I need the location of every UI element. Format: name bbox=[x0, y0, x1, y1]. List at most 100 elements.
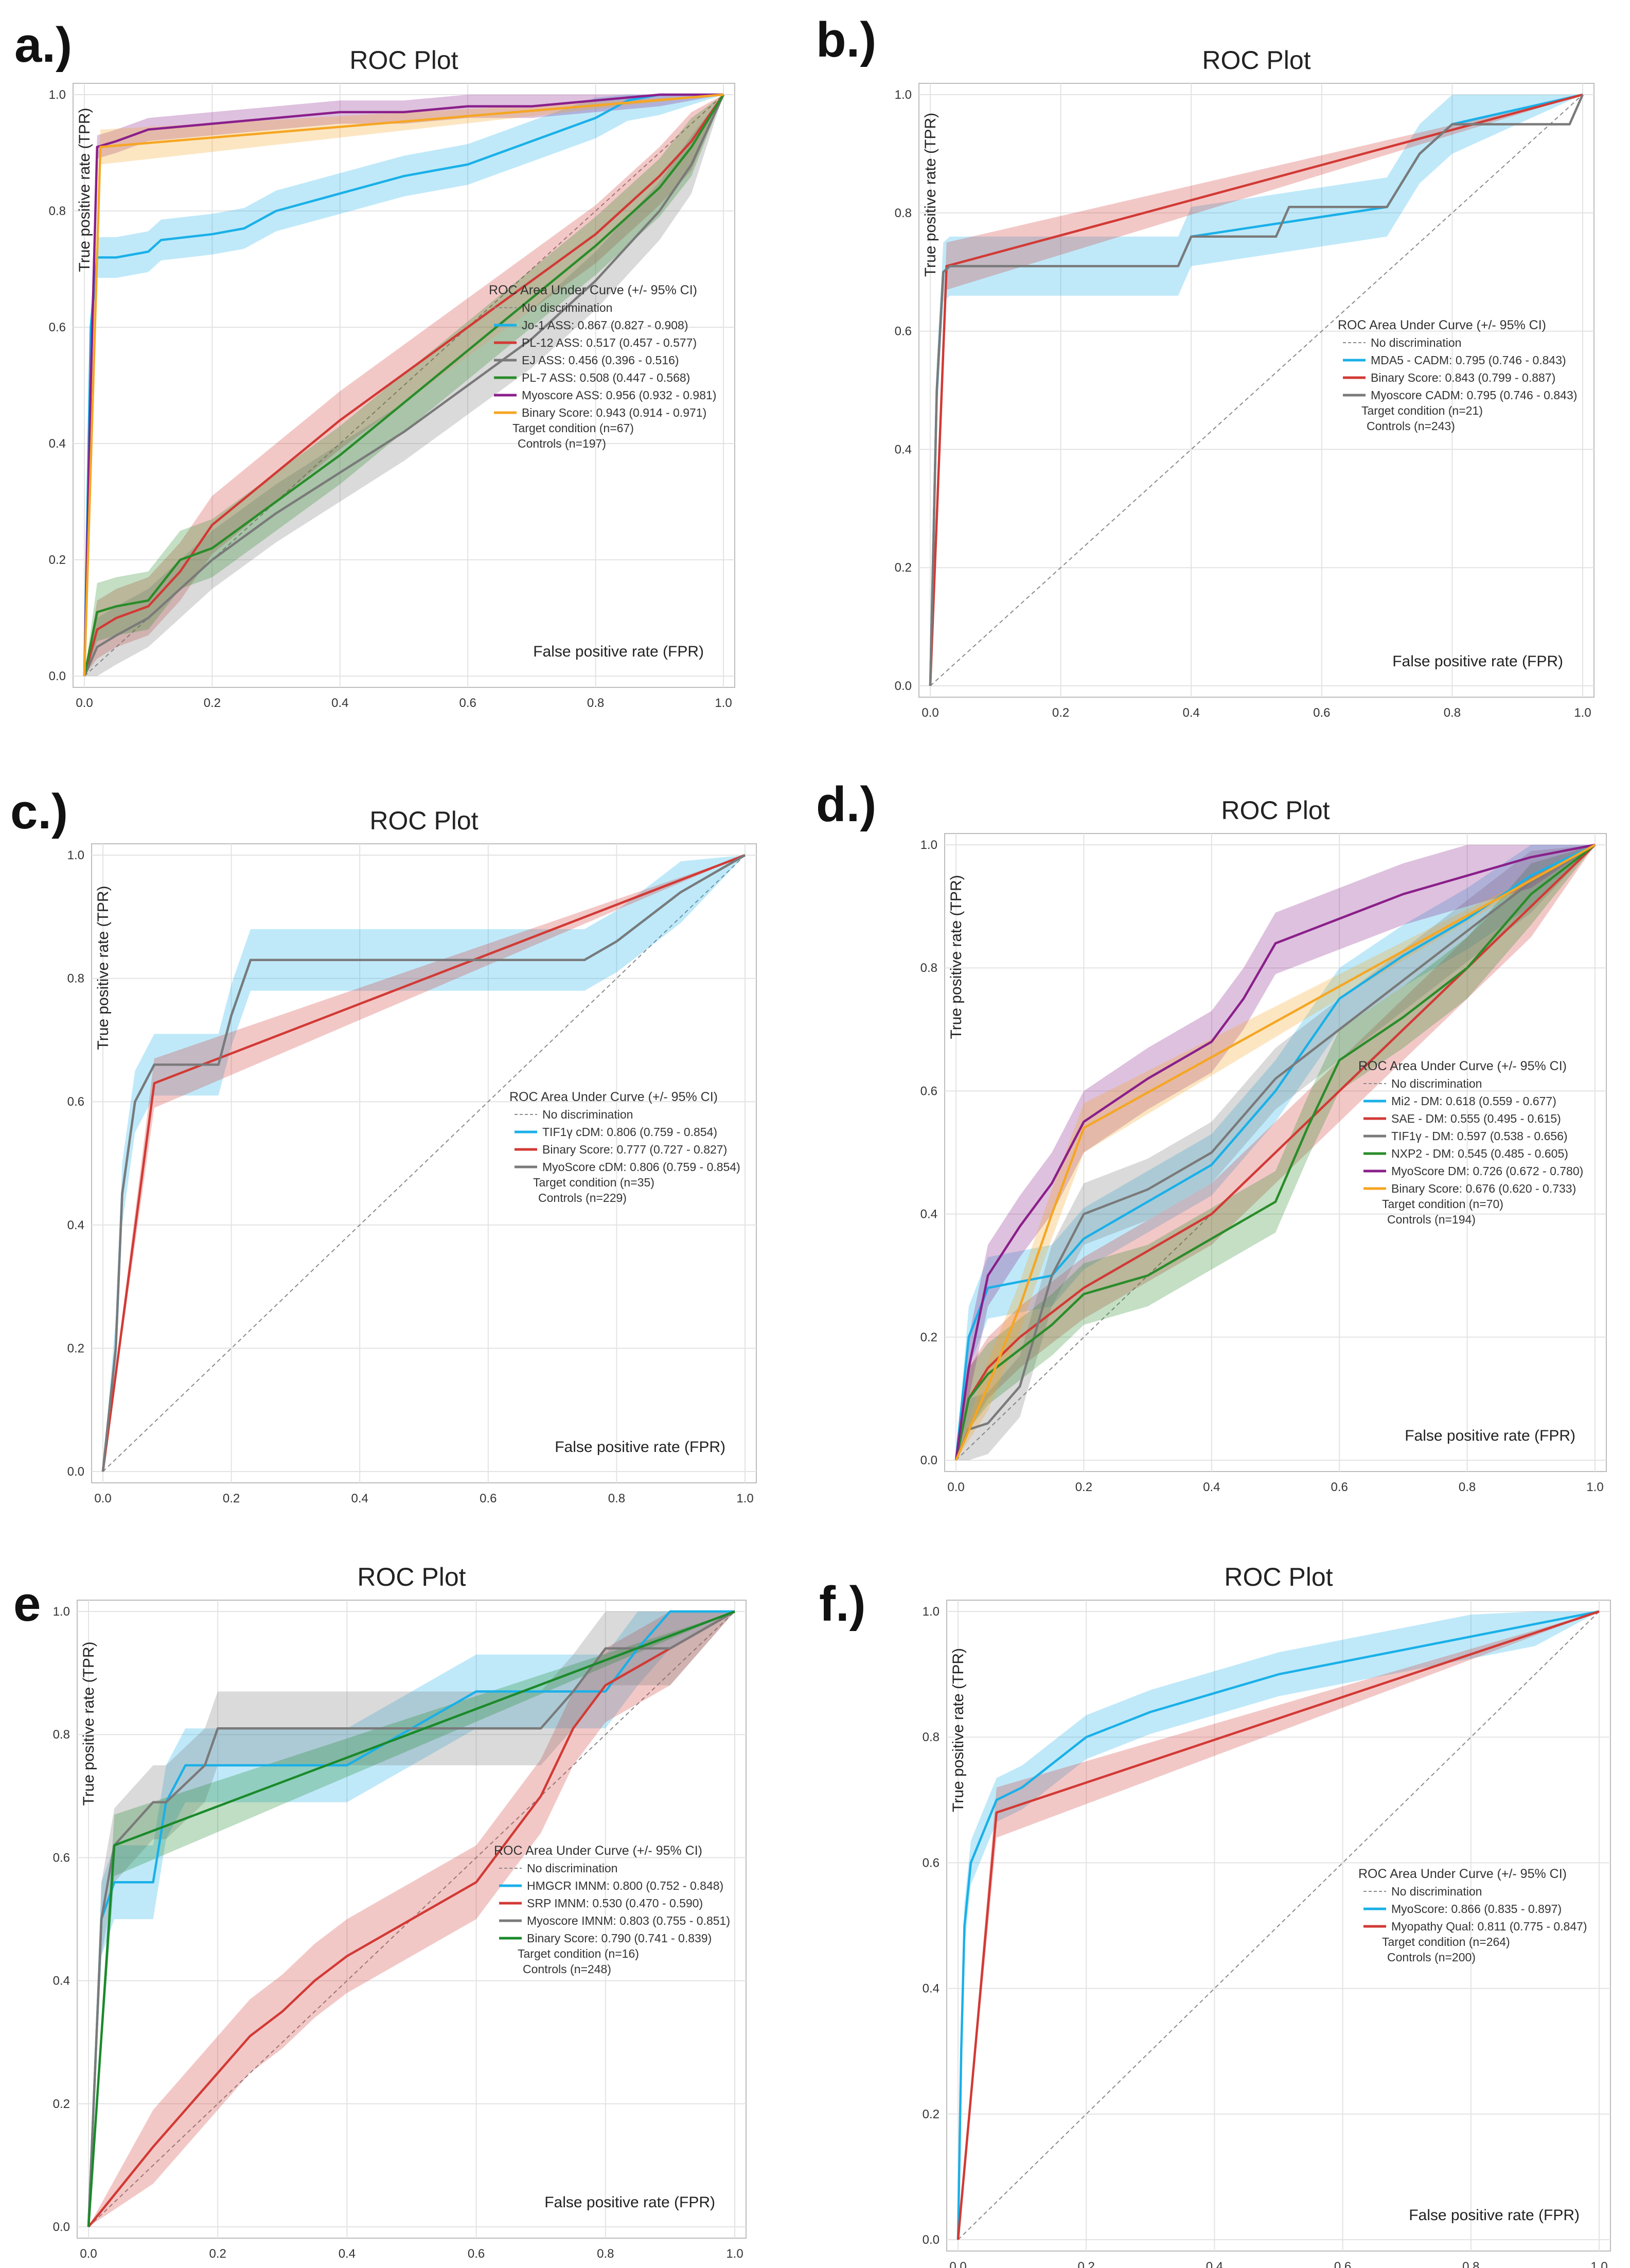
y-tick-label: 0.2 bbox=[53, 2097, 70, 2111]
ci-band bbox=[84, 95, 723, 676]
x-tick-label: 0.0 bbox=[922, 706, 938, 720]
x-tick-label: 0.4 bbox=[1203, 1480, 1220, 1494]
x-tick-label: 0.2 bbox=[204, 696, 221, 710]
legend-entry: PL-7 ASS: 0.508 (0.447 - 0.568) bbox=[522, 371, 690, 384]
y-tick-label: 0.2 bbox=[67, 1341, 84, 1355]
legend-entry: SAE - DM: 0.555 (0.495 - 0.615) bbox=[1391, 1112, 1561, 1125]
legend-entry-no-discrimination: No discrimination bbox=[522, 301, 612, 314]
ci-band bbox=[84, 95, 723, 676]
legend-entry: Myoscore IMNM: 0.803 (0.755 - 0.851) bbox=[527, 1914, 730, 1927]
legend-title: ROC Area Under Curve (+/- 95% CI) bbox=[494, 1844, 702, 1858]
y-tick-label: 0.4 bbox=[53, 1974, 70, 1988]
no-discrimination-line bbox=[88, 1611, 735, 2227]
roc-panel-4: 0.0 0.2 0.4 0.6 0.8 1.0 0.0 0.2 0.4 0.6 0.8 1.0 ROC … bbox=[816, 777, 1607, 1494]
ci-band bbox=[930, 95, 1583, 686]
y-axis-label: True positive rate (TPR) bbox=[950, 1648, 967, 1812]
x-tick-label: 1.0 bbox=[736, 1492, 753, 1505]
legend-entry: Binary Score: 0.676 (0.620 - 0.733) bbox=[1391, 1182, 1576, 1195]
ci-band bbox=[84, 95, 723, 676]
y-tick-label: 0.6 bbox=[920, 1084, 937, 1098]
ci-band bbox=[84, 95, 723, 676]
legend-entry: TIF1γ cDM: 0.806 (0.759 - 0.854) bbox=[542, 1125, 717, 1139]
x-tick-label: 0.2 bbox=[223, 1492, 240, 1505]
legend-entry: TIF1γ - DM: 0.597 (0.538 - 0.656) bbox=[1391, 1129, 1568, 1143]
x-axis-label: False positive rate (FPR) bbox=[544, 2194, 715, 2211]
panel-letter: e bbox=[13, 1576, 41, 1632]
legend-note: Target condition (n=21) bbox=[1361, 404, 1483, 417]
plot-title: ROC Plot bbox=[369, 806, 478, 835]
y-axis-label: True positive rate (TPR) bbox=[76, 108, 93, 272]
legend-entry: NXP2 - DM: 0.545 (0.485 - 0.605) bbox=[1391, 1147, 1568, 1160]
roc-curve bbox=[929, 93, 1583, 686]
y-tick-label: 0.6 bbox=[49, 321, 66, 334]
panel-letter: f.) bbox=[819, 1576, 866, 1632]
legend-entry: Myoscore CADM: 0.795 (0.746 - 0.843) bbox=[1371, 388, 1577, 402]
y-tick-label: 0.6 bbox=[67, 1095, 84, 1109]
x-tick-label: 0.0 bbox=[94, 1492, 111, 1505]
x-tick-label: 0.8 bbox=[597, 2247, 614, 2261]
y-tick-label: 0.4 bbox=[49, 437, 66, 451]
y-tick-label: 0.8 bbox=[53, 1728, 70, 1742]
y-tick-label: 1.0 bbox=[53, 1605, 70, 1619]
x-tick-label: 0.8 bbox=[608, 1492, 625, 1505]
y-tick-label: 0.2 bbox=[895, 561, 912, 575]
y-tick-label: 1.0 bbox=[67, 848, 84, 862]
y-axis-label: True positive rate (TPR) bbox=[95, 886, 112, 1050]
x-tick-label: 0.6 bbox=[1334, 2260, 1351, 2268]
legend-entry: Mi2 - DM: 0.618 (0.559 - 0.677) bbox=[1391, 1094, 1556, 1108]
y-tick-label: 0.4 bbox=[920, 1208, 937, 1221]
roc-curve bbox=[929, 94, 1584, 686]
x-tick-label: 0.8 bbox=[1459, 1480, 1476, 1494]
ci-band bbox=[958, 1611, 1599, 2240]
roc-curve bbox=[87, 1610, 736, 2227]
roc-curve bbox=[83, 94, 724, 677]
legend-entry: Myopathy Qual: 0.811 (0.775 - 0.847) bbox=[1391, 1920, 1587, 1933]
x-tick-label: 0.4 bbox=[339, 2247, 356, 2261]
y-tick-label: 0.8 bbox=[67, 972, 84, 986]
x-tick-label: 0.6 bbox=[459, 696, 476, 710]
x-tick-label: 0.0 bbox=[947, 1480, 964, 1494]
y-tick-label: 0.4 bbox=[923, 1982, 940, 1996]
legend-entry: PL-12 ASS: 0.517 (0.457 - 0.577) bbox=[522, 336, 697, 349]
x-axis-label: False positive rate (FPR) bbox=[1409, 2207, 1580, 2224]
legend-entry: EJ ASS: 0.456 (0.396 - 0.516) bbox=[522, 353, 679, 367]
legend-entry: MyoScore DM: 0.726 (0.672 - 0.780) bbox=[1391, 1164, 1583, 1178]
y-tick-label: 0.6 bbox=[895, 325, 912, 339]
no-discrimination-line bbox=[958, 1611, 1600, 2240]
x-tick-label: 1.0 bbox=[715, 696, 732, 710]
x-axis-label: False positive rate (FPR) bbox=[533, 643, 704, 660]
roc-curve bbox=[954, 844, 1596, 1461]
roc-curve bbox=[101, 854, 746, 1472]
legend-entry: MyoScore: 0.866 (0.835 - 0.897) bbox=[1391, 1902, 1562, 1916]
x-tick-label: 1.0 bbox=[726, 2247, 743, 2261]
y-tick-label: 0.2 bbox=[920, 1331, 937, 1344]
x-tick-label: 0.0 bbox=[80, 2247, 97, 2261]
y-axis-label: True positive rate (TPR) bbox=[922, 113, 939, 277]
x-tick-label: 0.8 bbox=[587, 696, 604, 710]
x-tick-label: 0.2 bbox=[1078, 2260, 1095, 2268]
y-axis-label: True positive rate (TPR) bbox=[80, 1642, 97, 1806]
legend-title: ROC Area Under Curve (+/- 95% CI) bbox=[1338, 318, 1546, 332]
y-tick-label: 0.0 bbox=[53, 2220, 70, 2234]
y-tick-label: 0.0 bbox=[67, 1465, 84, 1479]
legend-entry-no-discrimination: No discrimination bbox=[1371, 336, 1461, 349]
panel-letter: c.) bbox=[10, 784, 68, 839]
x-tick-label: 0.0 bbox=[949, 2260, 966, 2268]
roc-curve bbox=[954, 844, 1596, 1461]
x-tick-label: 0.6 bbox=[1313, 706, 1330, 720]
no-discrimination-line bbox=[930, 94, 1583, 686]
x-tick-label: 0.2 bbox=[209, 2247, 226, 2261]
panel-letter: d.) bbox=[816, 777, 876, 832]
legend-note: Controls (n=200) bbox=[1387, 1951, 1476, 1964]
legend-entry: Jo-1 ASS: 0.867 (0.827 - 0.908) bbox=[522, 318, 688, 332]
legend-note: Target condition (n=67) bbox=[512, 421, 634, 435]
legend-entry: Binary Score: 0.843 (0.799 - 0.887) bbox=[1371, 371, 1555, 384]
y-tick-label: 0.8 bbox=[920, 961, 937, 975]
roc-curve bbox=[954, 843, 1596, 1461]
roc-curve bbox=[83, 94, 724, 677]
y-tick-label: 0.6 bbox=[53, 1851, 70, 1865]
roc-curve bbox=[83, 93, 723, 677]
roc-panel-3: 0.0 0.2 0.4 0.6 0.8 1.0 0.0 0.2 0.4 0.6 0.8 1.0 ROC … bbox=[10, 784, 757, 1505]
y-tick-label: 0.0 bbox=[920, 1454, 937, 1467]
